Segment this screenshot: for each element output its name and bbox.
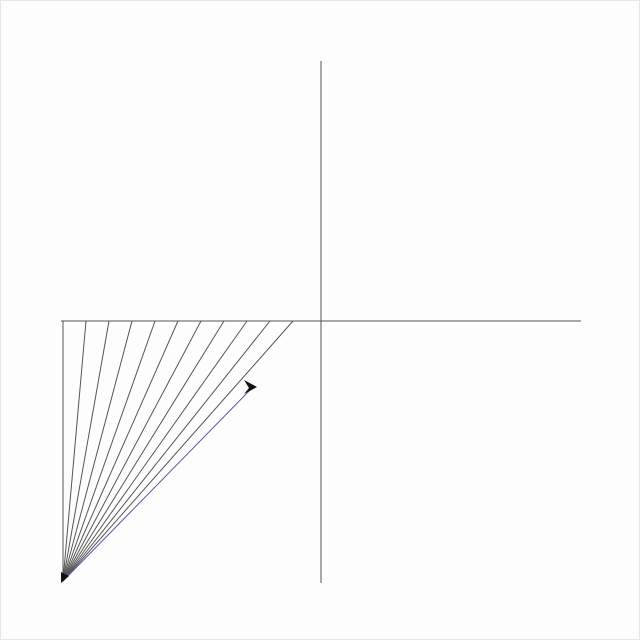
fan-line — [62, 320, 225, 582]
fan-line — [62, 320, 156, 582]
fan-lines-group — [62, 320, 294, 582]
fan-line — [62, 320, 294, 582]
apex-triangle-icon — [61, 572, 69, 583]
fan-line — [62, 320, 179, 582]
fan-line — [62, 320, 87, 582]
axes-group — [61, 61, 581, 583]
fan-line — [62, 320, 248, 582]
fan-line — [62, 320, 271, 582]
turtle-arrow-icon — [244, 380, 257, 394]
fan-line — [62, 320, 202, 582]
fan-line — [62, 320, 110, 582]
fan-line — [62, 320, 133, 582]
current-ray-line — [62, 387, 253, 582]
